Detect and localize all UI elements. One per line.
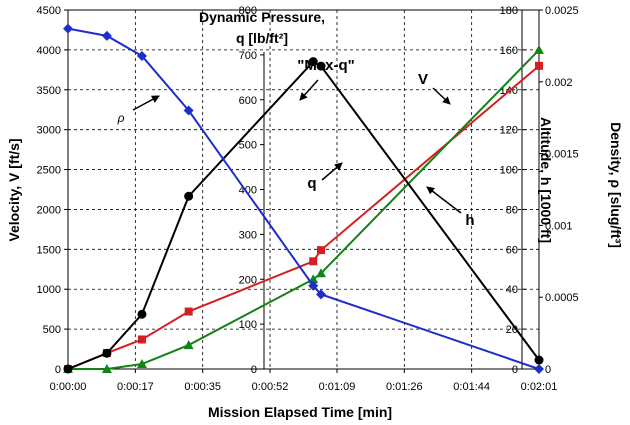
data-point-rho — [316, 289, 327, 300]
plot-frame — [67, 9, 540, 370]
data-point-q — [184, 191, 194, 201]
velocity-tick-label: 0 — [55, 364, 61, 376]
grid — [68, 10, 539, 369]
velocity-tick-label: 3500 — [37, 85, 61, 97]
pressure-tick-label: 700 — [239, 50, 257, 62]
data-point-q — [63, 364, 73, 374]
data-point-q — [534, 355, 544, 365]
data-point-V — [309, 257, 318, 266]
data-point-h — [136, 359, 147, 369]
density-tick-label: 0.0025 — [545, 5, 579, 17]
x-tick-label: 0:00:52 — [252, 381, 289, 393]
velocity-tick-label: 2000 — [37, 204, 61, 216]
rho-annotation: ρ — [117, 111, 125, 125]
data-point-rho — [534, 364, 544, 374]
velocity-tick-label: 4500 — [37, 5, 61, 17]
data-point-q — [316, 61, 326, 71]
data-point-h — [183, 340, 194, 350]
series-h — [63, 44, 544, 373]
velocity-axis-label: Velocity, V [ft/s] — [6, 138, 22, 241]
x-tick-label: 0:02:01 — [521, 381, 558, 393]
data-point-rho — [183, 105, 194, 116]
q-annotation: q — [307, 175, 316, 192]
max-q-annotation: "Max-q" — [297, 57, 355, 74]
data-point-q — [102, 348, 112, 358]
density-tick-label: 0.0005 — [545, 292, 579, 304]
density-tick-label: 0.002 — [545, 77, 573, 89]
data-point-rho — [136, 50, 147, 61]
pressure-tick-label: 0 — [251, 364, 257, 376]
series-q — [63, 57, 544, 374]
pressure-tick-label: 500 — [239, 140, 257, 152]
pressure-axis-label-line2: q [lb/ft²] — [236, 30, 288, 46]
data-point-h — [101, 364, 112, 373]
altitude-axis-label: Altitude, h [1000 ft] — [538, 117, 554, 243]
altitude-tick-label: 160 — [500, 45, 518, 57]
pressure-tick-label: 800 — [239, 5, 257, 17]
pressure-tick-label: 600 — [239, 95, 257, 107]
pressure-tick-label: 300 — [239, 229, 257, 241]
pressure-tick-label: 100 — [239, 319, 257, 331]
data-point-rho — [63, 23, 73, 34]
data-point-h — [534, 44, 544, 54]
data-point-rho — [101, 30, 112, 41]
h-arrow — [426, 186, 462, 214]
data-point-q — [137, 309, 147, 319]
density-tick-label: 0.001 — [545, 220, 573, 232]
x-tick-label: 0:00:17 — [117, 381, 154, 393]
altitude-tick-label: 0 — [512, 364, 518, 376]
x-axis-label: Mission Elapsed Time [min] — [208, 404, 392, 420]
velocity-tick-label: 2500 — [37, 165, 61, 177]
q-arrow — [321, 162, 343, 181]
density-tick-label: 0.0015 — [545, 149, 579, 161]
plot-border — [67, 9, 540, 370]
density-tick-label: 0 — [545, 364, 551, 376]
annotations: "Max-q" V q h ρ — [117, 57, 475, 229]
altitude-tick-label: 100 — [500, 165, 518, 177]
velocity-tick-label: 500 — [43, 324, 61, 336]
velocity-tick-label: 1000 — [37, 284, 61, 296]
rho-arrow — [132, 95, 160, 111]
data-point-V — [317, 246, 326, 255]
altitude-tick-label: 40 — [506, 284, 518, 296]
altitude-tick-label: 60 — [506, 244, 518, 256]
pressure-tick-label: 200 — [239, 274, 257, 286]
data-point-V — [184, 307, 193, 316]
data-point-h — [316, 268, 327, 278]
v-annotation: V — [418, 71, 428, 88]
series-rho — [63, 23, 544, 374]
altitude-tick-label: 180 — [500, 5, 518, 17]
velocity-tick-label: 3000 — [37, 125, 61, 137]
x-tick-label: 0:01:26 — [386, 381, 423, 393]
x-tick-label: 0:00:35 — [184, 381, 221, 393]
altitude-tick-label: 120 — [500, 125, 518, 137]
density-axis-label: Density, ρ [slug/ft³] — [608, 122, 624, 248]
data-point-V — [137, 335, 146, 344]
h-annotation: h — [465, 212, 474, 229]
v-arrow — [432, 87, 451, 105]
x-tick-label: 0:01:44 — [453, 381, 490, 393]
max-q-arrow — [299, 79, 319, 101]
pressure-axis-label-line1: Dynamic Pressure, — [199, 9, 325, 25]
data-point-q — [308, 57, 318, 67]
altitude-tick-label: 80 — [506, 204, 518, 216]
x-tick-label: 0:00:00 — [50, 381, 87, 393]
velocity-tick-label: 4000 — [37, 45, 61, 57]
data-point-V — [535, 61, 543, 70]
axes: 0:00:00 0:00:17 0:00:35 0:00:52 0:01:09 0:01:… — [37, 5, 579, 393]
series-layer — [63, 23, 544, 374]
velocity-tick-label: 1500 — [37, 244, 61, 256]
axis-labels: Mission Elapsed Time [min] Velocity, V [… — [6, 9, 624, 420]
x-tick-label: 0:01:09 — [319, 381, 356, 393]
data-point-rho — [308, 280, 319, 291]
